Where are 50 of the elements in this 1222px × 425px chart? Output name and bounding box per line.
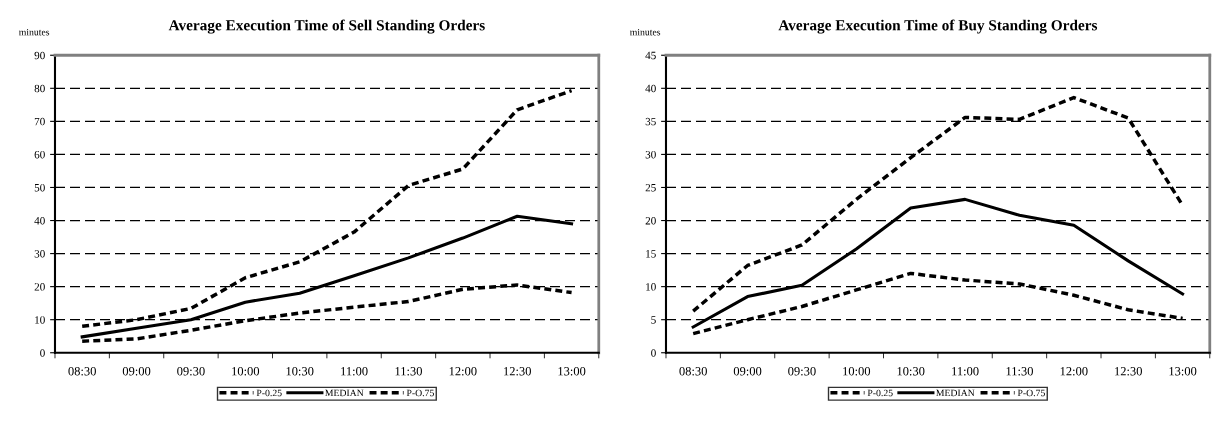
x-tick-label: 09:30: [177, 367, 205, 376]
x-tick-label: 10:30: [286, 367, 314, 376]
y-tick-label: 20: [645, 216, 656, 225]
y-tick-label: 40: [645, 84, 656, 93]
x-tick-label: 11:00: [952, 367, 979, 376]
y-axis-title: minutes: [629, 28, 661, 36]
x-tick-label: 13:00: [1169, 367, 1197, 376]
y-tick-label: 30: [34, 250, 45, 258]
legend-label: MEDIAN: [325, 389, 364, 397]
chart-title: Average Execution Time of Sell Standing Orders: [168, 19, 485, 34]
x-tick-label: 10:00: [843, 367, 871, 376]
legend-label: P-0.25: [867, 389, 893, 397]
y-tick-label: 15: [646, 250, 656, 258]
y-tick-label: 60: [34, 150, 45, 159]
y-tick-label: 10: [35, 316, 45, 324]
x-tick-label: 11:30: [1006, 367, 1033, 376]
x-tick-label: 10:00: [232, 367, 260, 376]
y-tick-label: 0: [40, 349, 45, 357]
y-axis-title: minutes: [18, 28, 50, 36]
x-tick-label: 09:00: [733, 367, 762, 376]
legend-label: P-O.75: [406, 389, 434, 397]
y-tick-label: 45: [645, 51, 656, 60]
y-tick-label: 70: [34, 117, 45, 126]
y-tick-label: 30: [645, 150, 656, 159]
y-tick-label: 5: [651, 316, 656, 324]
x-tick-label: 12:00: [1060, 367, 1088, 376]
x-tick-label: 12:00: [449, 367, 477, 376]
chart-title: Average Execution Time of Buy Standing Orders: [778, 19, 1098, 34]
y-tick-label: 35: [645, 117, 656, 126]
y-tick-label: 80: [34, 84, 45, 93]
legend-label: P-O.75: [1017, 389, 1045, 397]
y-tick-label: 20: [34, 283, 45, 291]
y-tick-label: 25: [645, 183, 656, 192]
legend-label: P-0.25: [256, 389, 282, 397]
x-tick-label: 12:30: [504, 367, 531, 376]
legend-label: MEDIAN: [936, 389, 975, 397]
x-tick-label: 11:30: [395, 367, 422, 376]
x-tick-label: 09:30: [788, 367, 816, 376]
x-tick-label: 11:00: [341, 367, 368, 376]
x-tick-label: 08:30: [68, 367, 96, 376]
y-tick-label: 10: [646, 283, 656, 291]
y-tick-label: 50: [34, 183, 45, 192]
y-tick-label: 40: [34, 216, 45, 225]
x-tick-label: 08:30: [679, 367, 707, 376]
y-tick-label: 90: [34, 51, 45, 60]
x-tick-label: 12:30: [1115, 367, 1142, 376]
x-tick-label: 09:00: [122, 367, 151, 376]
x-tick-label: 13:00: [558, 367, 586, 376]
y-tick-label: 0: [651, 349, 656, 357]
x-tick-label: 10:30: [897, 367, 925, 376]
